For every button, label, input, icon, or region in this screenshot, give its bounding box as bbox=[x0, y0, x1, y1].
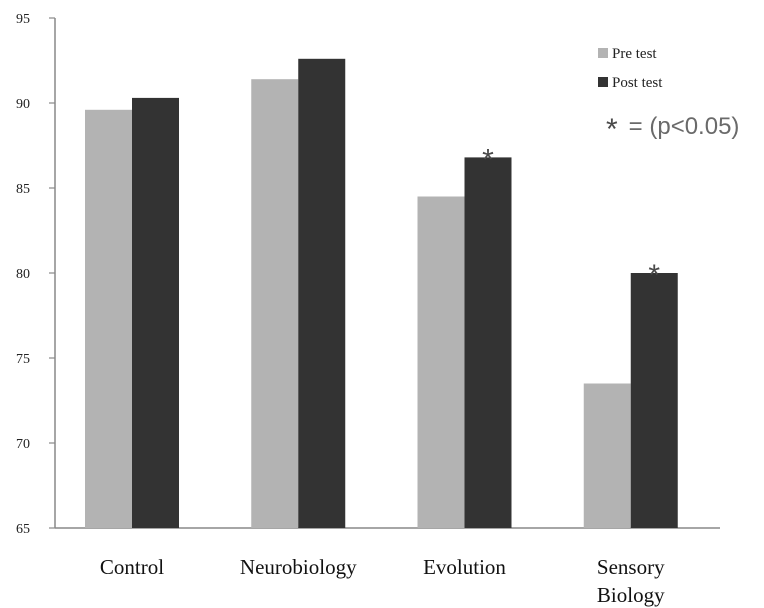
bar-pre-test-evolution bbox=[417, 196, 465, 528]
significance-note-symbol: * bbox=[606, 113, 618, 146]
bar-group bbox=[85, 58, 678, 529]
x-category-label: Control bbox=[100, 555, 164, 579]
bar-post-test-control bbox=[132, 97, 179, 529]
y-tick-label: 80 bbox=[16, 267, 30, 282]
significance-marker: * bbox=[648, 259, 660, 292]
x-category-label: Sensory bbox=[597, 555, 665, 579]
bar-post-test-evolution bbox=[464, 157, 512, 528]
legend-swatch-post-test bbox=[598, 77, 608, 87]
category-label-group: Control Neurobiology Evolution Sensory Biolo… bbox=[100, 555, 665, 607]
y-tick-label: 70 bbox=[16, 437, 30, 452]
significance-marker: * bbox=[482, 143, 494, 176]
legend-label-post-test: Post test bbox=[612, 75, 663, 91]
y-tick-label: 90 bbox=[16, 97, 30, 112]
significance-marker-group: ** bbox=[482, 143, 660, 292]
bar-pre-test-control bbox=[85, 109, 132, 529]
x-category-label: Evolution bbox=[423, 555, 506, 579]
bar-pre-test-neurobiology bbox=[251, 79, 299, 528]
y-tick-group: 65 70 75 80 85 90 95 bbox=[16, 12, 55, 537]
x-category-label: Neurobiology bbox=[240, 555, 357, 579]
y-tick-label: 75 bbox=[16, 352, 30, 367]
legend-label-pre-test: Pre test bbox=[612, 46, 657, 62]
y-tick-label: 85 bbox=[16, 182, 30, 197]
x-category-label: Biology bbox=[597, 583, 665, 607]
bar-post-test-sensory-biology bbox=[630, 273, 678, 528]
significance-note: * = (p<0.05) bbox=[606, 113, 739, 146]
y-tick-label: 95 bbox=[16, 12, 30, 27]
legend-swatch-pre-test bbox=[598, 48, 608, 58]
bar-post-test-neurobiology bbox=[298, 58, 346, 529]
significance-note-text: = (p<0.05) bbox=[622, 113, 739, 140]
legend: Pre test Post test bbox=[598, 46, 663, 91]
y-tick-label: 65 bbox=[16, 522, 30, 537]
bar-pre-test-sensory-biology bbox=[583, 383, 631, 528]
